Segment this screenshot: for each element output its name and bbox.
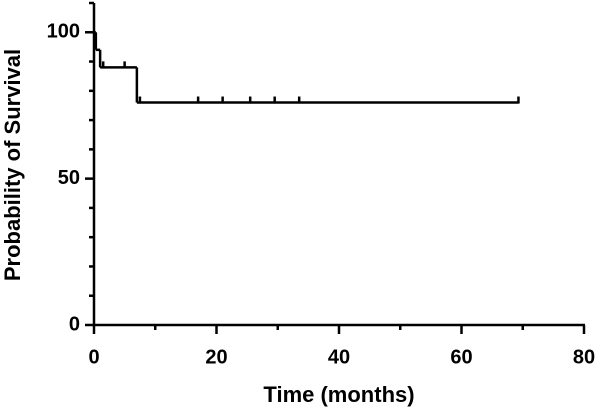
x-tick-label: 0: [88, 346, 99, 368]
x-axis-label: Time (months): [263, 382, 414, 407]
x-tick-label: 60: [450, 346, 472, 368]
x-tick-label: 40: [328, 346, 350, 368]
x-tick-label: 80: [573, 346, 595, 368]
x-tick-label: 20: [205, 346, 227, 368]
y-tick-label: 0: [69, 313, 80, 335]
y-tick-label: 100: [47, 21, 80, 43]
y-tick-label: 50: [58, 167, 80, 189]
y-axis-label: Probability of Survival: [0, 49, 25, 281]
